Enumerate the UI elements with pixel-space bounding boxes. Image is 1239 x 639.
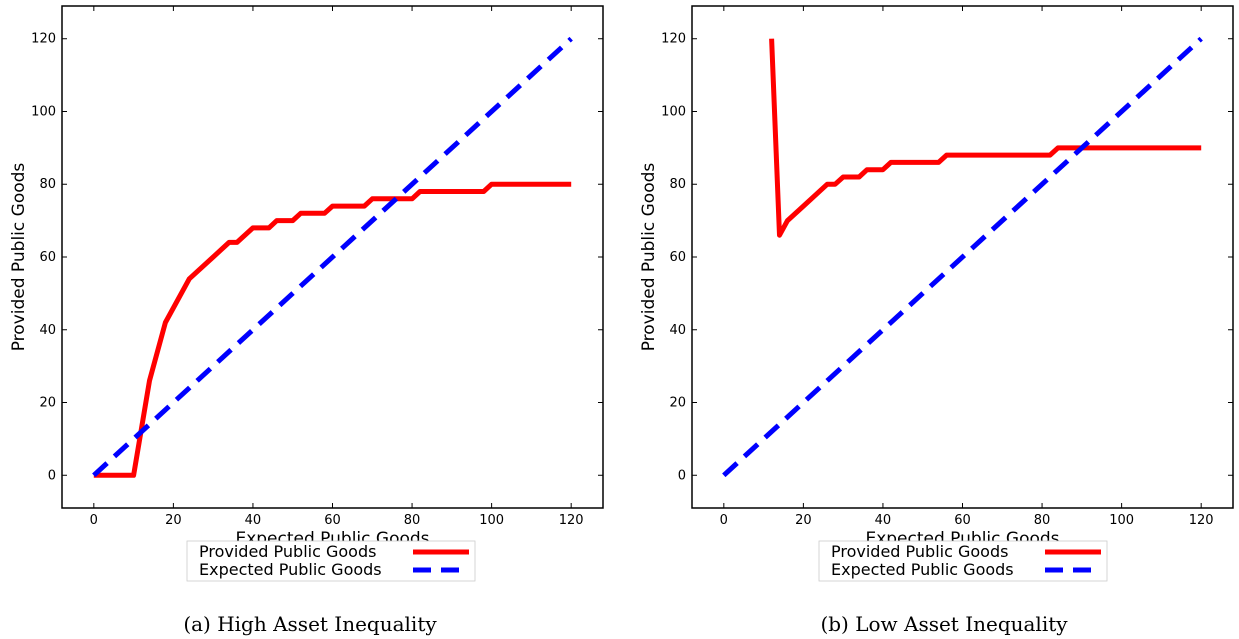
x-tick-label: 100 <box>1109 513 1134 528</box>
x-tick-label: 100 <box>479 513 504 528</box>
series-line-expected <box>92 36 573 478</box>
x-tick-label: 80 <box>404 513 421 528</box>
x-tick-label: 80 <box>1034 513 1051 528</box>
y-axis-title: Provided Public Goods <box>9 163 29 352</box>
x-tick-label: 0 <box>90 513 98 528</box>
legend-label: Provided Public Goods <box>199 542 376 561</box>
legend-box <box>186 540 476 582</box>
y-tick-label: 120 <box>661 32 686 47</box>
y-tick-label: 100 <box>661 104 686 119</box>
legend-label: Expected Public Goods <box>831 560 1014 579</box>
x-tick-label: 40 <box>245 513 262 528</box>
y-tick-label: 120 <box>31 32 56 47</box>
y-tick-label: 80 <box>39 177 56 192</box>
y-tick-label: 0 <box>48 468 56 483</box>
x-tick-label: 0 <box>720 513 728 528</box>
y-tick-label: 60 <box>39 250 56 265</box>
y-tick-label: 40 <box>669 323 686 338</box>
figure-caption: (a) High Asset Inequality <box>183 612 437 636</box>
chart-panel-1: 0 20 40 60 80 100 120 0 20 40 60 80 100 120 Expected P… <box>9 5 604 636</box>
figure-caption: (b) Low Asset Inequality <box>820 612 1068 636</box>
x-tick-label: 120 <box>1189 513 1214 528</box>
x-tick-label: 60 <box>954 513 971 528</box>
x-tick-label: 60 <box>324 513 341 528</box>
series-line-expected <box>722 36 1203 478</box>
y-tick-label: 100 <box>31 104 56 119</box>
y-tick-label: 20 <box>669 396 686 411</box>
y-tick-label: 0 <box>678 468 686 483</box>
chart-panel-2: 0 20 40 60 80 100 120 0 20 40 60 80 100 120 Expected P… <box>639 5 1234 636</box>
y-tick-label: 20 <box>39 396 56 411</box>
legend-label: Provided Public Goods <box>831 542 1008 561</box>
x-tick-label: 40 <box>875 513 892 528</box>
y-tick-label: 60 <box>669 250 686 265</box>
y-tick-label: 80 <box>669 177 686 192</box>
x-tick-label: 20 <box>165 513 182 528</box>
series-line-provided <box>769 38 1202 238</box>
legend-label: Expected Public Goods <box>199 560 382 579</box>
legend-box <box>818 540 1108 582</box>
y-axis-title: Provided Public Goods <box>639 163 659 352</box>
y-tick-label: 40 <box>39 323 56 338</box>
x-tick-label: 120 <box>559 513 584 528</box>
series-line-provided <box>93 181 572 478</box>
x-tick-label: 20 <box>795 513 812 528</box>
